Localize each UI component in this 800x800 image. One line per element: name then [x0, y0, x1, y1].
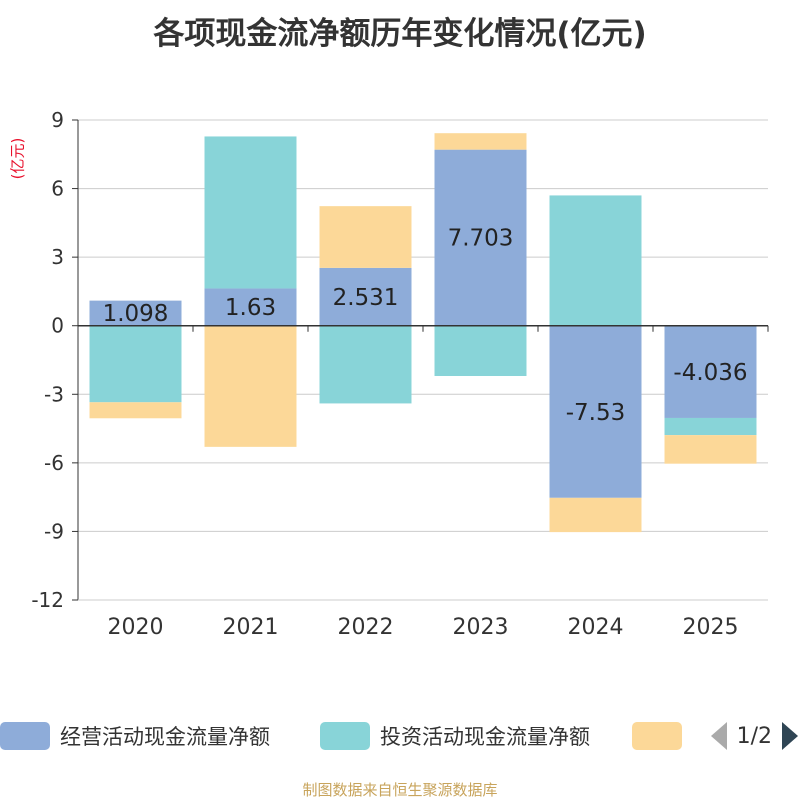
legend-pager: 1/2 [710, 716, 800, 756]
bar-operating-2023 [434, 149, 527, 326]
bar-operating-2024 [549, 325, 642, 498]
x-tick-label-2021: 2021 [223, 615, 279, 640]
x-tick-label-2023: 2023 [453, 615, 509, 640]
data-source-note: 制图数据来自恒生聚源数据库 [302, 781, 498, 799]
data-label-2025: -4.036 [673, 360, 747, 386]
legend-swatch-investing [320, 722, 370, 750]
y-tick-label: -6 [44, 451, 64, 475]
y-tick-label: 9 [51, 108, 64, 132]
bar-third-2024 [549, 497, 642, 533]
bar-investing-2024 [549, 195, 642, 326]
bar-operating-2021 [204, 288, 297, 326]
legend-item-investing[interactable]: 投资活动现金流量净额 [320, 716, 590, 756]
x-tick-label-2020: 2020 [108, 615, 164, 640]
legend-item-third[interactable] [632, 716, 692, 756]
bar-third-2021 [204, 325, 297, 447]
bar-operating-2020 [89, 300, 182, 326]
y-tick-label: -3 [44, 382, 64, 406]
bar-investing-2025 [664, 417, 757, 436]
legend-label-operating: 经营活动现金流量净额 [60, 725, 270, 749]
x-tick-label-2025: 2025 [683, 615, 739, 640]
bar-third-2022 [319, 206, 412, 268]
legend-label-investing: 投资活动现金流量净额 [380, 725, 590, 749]
bar-third-2023 [434, 133, 527, 150]
bar-investing-2022 [319, 325, 412, 404]
y-tick-label: 6 [51, 177, 64, 201]
data-label-2021: 1.63 [225, 295, 276, 321]
legend: 经营活动现金流量净额 投资活动现金流量净额 1/2 [0, 716, 800, 756]
data-label-2024: -7.53 [566, 400, 626, 426]
bar-operating-2025 [664, 325, 757, 418]
data-label-2022: 2.531 [333, 285, 399, 311]
bar-third-2025 [664, 435, 757, 464]
legend-page-indicator: 1/2 [736, 723, 772, 749]
x-tick-label-2022: 2022 [338, 615, 394, 640]
stacked-bar-chart: 9 6 3 0 -3 -6 -9 -12 2020 2021 2022 2023 2024 2025 1.… [31, 108, 769, 640]
y-tick-label: -12 [31, 588, 64, 612]
bar-third-2020 [89, 402, 182, 419]
x-tick-label-2024: 2024 [568, 615, 624, 640]
legend-prev-page-icon[interactable] [710, 722, 727, 750]
data-label-2020: 1.098 [103, 301, 169, 327]
y-tick-label: 0 [51, 314, 64, 338]
legend-item-operating[interactable]: 经营活动现金流量净额 [0, 716, 270, 756]
chart-title: 各项现金流净额历年变化情况(亿元) [153, 16, 647, 52]
y-tick-label: 3 [51, 245, 64, 269]
bar-investing-2020 [89, 325, 182, 403]
bar-investing-2021 [204, 136, 297, 289]
bar-operating-2022 [319, 267, 412, 326]
data-label-2023: 7.703 [448, 226, 514, 252]
bar-investing-2023 [434, 325, 527, 376]
legend-swatch-third [632, 722, 682, 750]
legend-next-page-icon[interactable] [782, 722, 798, 750]
legend-swatch-operating [0, 722, 50, 750]
y-tick-label: -9 [44, 519, 64, 543]
